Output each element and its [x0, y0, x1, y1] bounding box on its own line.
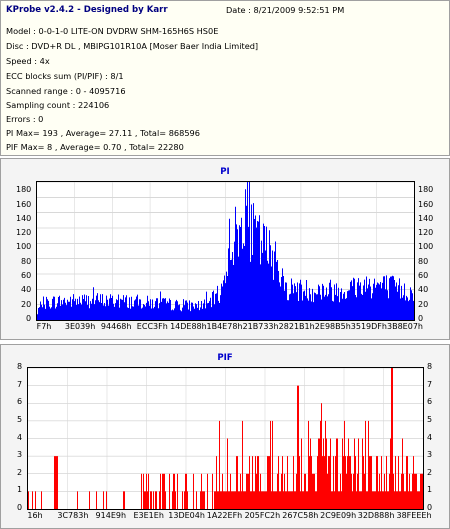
range-line: Scanned range : 0 - 4095716 — [6, 86, 126, 96]
pi-y-tick-right: 0 — [418, 314, 424, 323]
pi-y-tick-left: 20 — [21, 299, 32, 309]
pif-x-tick-label: 3C783h — [57, 511, 89, 520]
pi-x-tick-label: 21B733h — [242, 322, 279, 331]
pi-y-tick-right: 120 — [418, 228, 434, 238]
pi-y-tick-left: 160 — [16, 199, 32, 209]
pi-y-tick-left: 100 — [16, 242, 32, 252]
pif-chart-panel: PIF 0 1 2 3 4 5 6 7 8 0 1 2 3 4 5 6 7 8 16h 3C783h 914E9h E… — [0, 344, 450, 529]
pif-y-tick-right: 5 — [427, 414, 433, 424]
pif-chart-title: PIF — [217, 353, 233, 363]
pi-x-tick-label: F7h — [36, 322, 52, 331]
pif-plot-area — [27, 367, 424, 510]
pi-y-tick-right: 80 — [418, 256, 429, 266]
pi-x-tick-label: 2E98B5h — [314, 322, 351, 331]
pi-plot-area — [36, 181, 415, 321]
pi-y-tick-left: 140 — [16, 213, 32, 223]
pi-x-tick-label: 3B8E07h — [387, 322, 423, 331]
disc-info-panel: KProbe v2.4.2 - Designed by Karr Date : … — [0, 0, 450, 156]
pi-y-tick-right: 60 — [418, 271, 429, 281]
model-line: Model : 0-0-1-0 LITE-ON DVDRW SHM-165H6S… — [6, 26, 219, 36]
pif-y-tick-right: 3 — [427, 450, 433, 460]
pi-chart-title: PI — [220, 167, 230, 177]
pif-x-tick-label: 32D888h — [357, 511, 395, 520]
pi-x-tick-label: 14DE88h — [170, 322, 207, 331]
pif-y-tick-left: 4 — [17, 432, 23, 442]
app-title: KProbe v2.4.2 - Designed by Karr — [6, 5, 168, 15]
pi-y-tick-right: 160 — [418, 199, 434, 209]
pif-y-tick-left: 5 — [17, 414, 23, 424]
pi-stats-line: PI Max= 193 , Average= 27.11 , Total= 86… — [6, 128, 200, 138]
pi-chart-svg — [37, 182, 414, 320]
pi-y-tick-left: 180 — [16, 185, 32, 195]
pif-y-tick-right: 4 — [427, 432, 433, 442]
pi-y-tick-left: 120 — [16, 228, 32, 238]
pif-y-tick-left: 7 — [17, 379, 23, 389]
pif-y-tick-right: 7 — [427, 379, 433, 389]
pi-y-tick-right: 100 — [418, 242, 434, 252]
pif-y-tick-right: 6 — [427, 397, 433, 407]
pi-y-tick-left: 40 — [21, 285, 32, 295]
pif-x-tick-label: E3E1Eh — [133, 511, 164, 520]
scan-date: Date : 8/21/2009 9:52:51 PM — [226, 5, 345, 15]
pi-x-tick-label: ECC3Fh — [136, 322, 168, 331]
pif-x-tick-label: 16h — [27, 511, 43, 520]
pif-y-tick-right: 8 — [427, 362, 433, 371]
pif-x-tick-label: 38FEEEh — [396, 511, 432, 520]
pi-x-tick-label: 1B4E78h — [206, 322, 243, 331]
speed-line: Speed : 4x — [6, 56, 50, 66]
pif-y-tick-left: 3 — [17, 450, 23, 460]
pi-chart-panel: PI 0 20 40 60 80 100 120 140 160 180 0 20 40 60 80 100… — [0, 158, 450, 340]
pi-y-tick-left: 80 — [21, 256, 32, 266]
pif-chart-svg — [28, 368, 423, 509]
pif-y-tick-left: 1 — [17, 485, 23, 495]
pif-y-tick-right: 0 — [427, 503, 433, 512]
pif-y-tick-left: 6 — [17, 397, 23, 407]
sampling-line: Sampling count : 224106 — [6, 100, 110, 110]
pi-x-tick-label: 2821B1h — [278, 322, 315, 331]
pif-y-tick-left: 8 — [17, 362, 23, 371]
pi-y-tick-right: 40 — [418, 285, 429, 295]
pif-x-tick-label: 2C9E09h — [320, 511, 357, 520]
pif-y-tick-right: 1 — [427, 485, 433, 495]
pi-x-tick-label: 3E039h — [64, 322, 96, 331]
pi-y-tick-right: 180 — [418, 185, 434, 195]
pif-stats-line: PIF Max= 8 , Average= 0.70 , Total= 2228… — [6, 142, 184, 152]
errors-line: Errors : 0 — [6, 114, 44, 124]
pi-y-tick-right: 140 — [418, 213, 434, 223]
ecc-line: ECC blocks sum (PI/PIF) : 8/1 — [6, 71, 124, 81]
pif-y-tick-left: 0 — [17, 503, 23, 512]
pif-y-tick-left: 2 — [17, 467, 23, 477]
pif-x-tick-label: 13DE04h — [168, 511, 205, 520]
pi-x-tick-label: 3519DFh — [350, 322, 387, 331]
pi-y-tick-left: 60 — [21, 271, 32, 281]
disc-line: Disc : DVD+R DL , MBIPG101R10A [Moser Ba… — [6, 41, 259, 51]
pif-x-tick-label: 1A22EFh — [206, 511, 243, 520]
pif-x-tick-label: 267C58h — [282, 511, 319, 520]
pi-x-tick-label: 94468h — [100, 322, 132, 331]
pif-x-tick-label: 914E9h — [95, 511, 127, 520]
pi-y-tick-left: 0 — [26, 314, 32, 323]
pif-x-tick-label: 205FC2h — [244, 511, 281, 520]
pi-y-tick-right: 20 — [418, 299, 429, 309]
pif-y-tick-right: 2 — [427, 467, 433, 477]
